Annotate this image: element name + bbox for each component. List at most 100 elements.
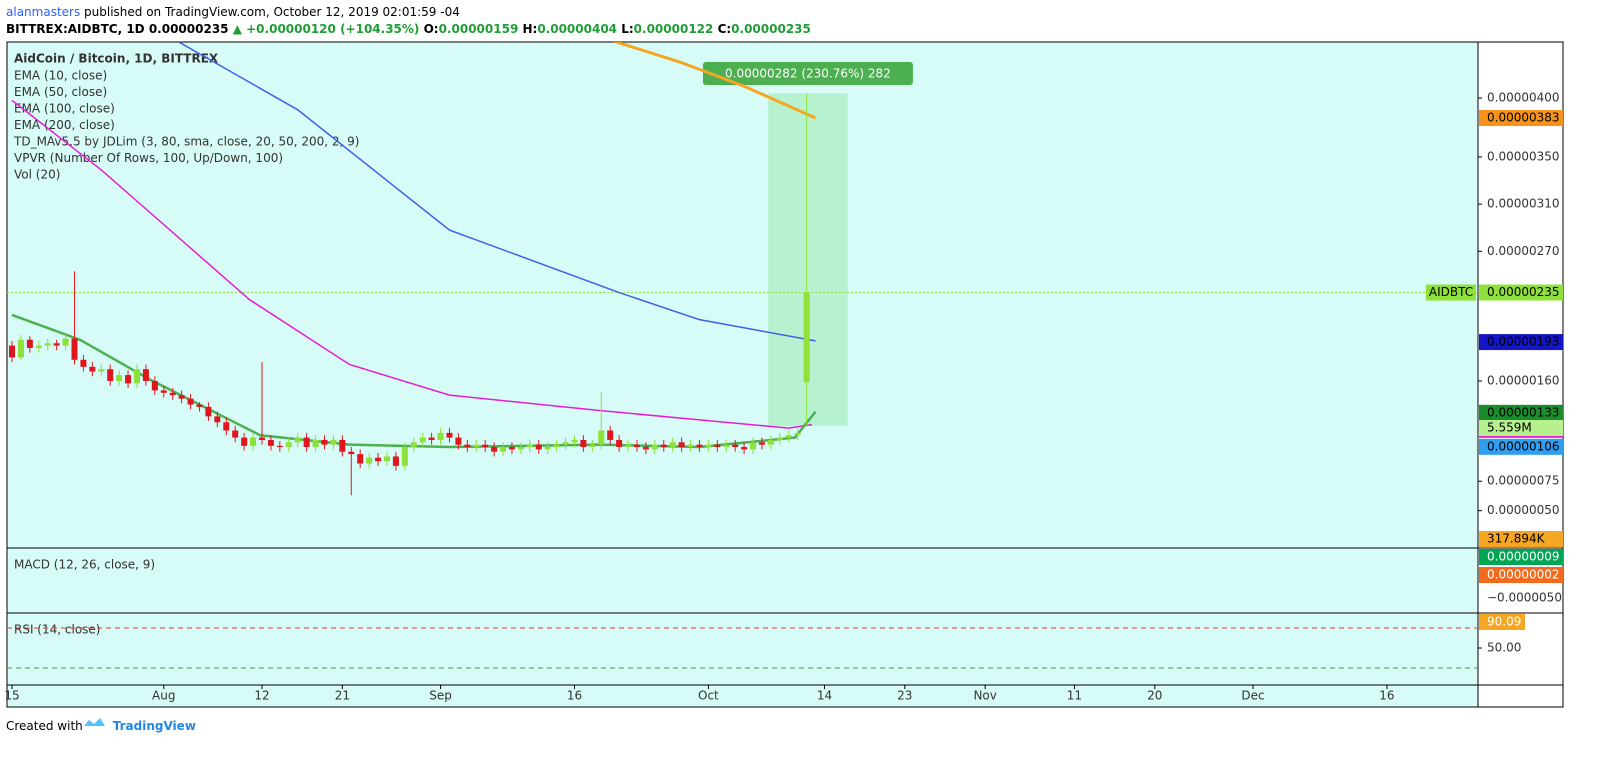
brand[interactable]: TradingView xyxy=(113,719,196,733)
candle-body xyxy=(482,444,489,448)
quote-part: 0.00000235 xyxy=(149,22,233,36)
candle-body xyxy=(89,366,96,372)
candle-body xyxy=(455,437,462,445)
volume-tag-label: 5.559M xyxy=(1487,421,1532,435)
candle-body xyxy=(669,442,676,448)
candle-body xyxy=(366,457,373,464)
y-tick-label: 0.00000160 xyxy=(1487,373,1560,387)
candle-body xyxy=(473,444,480,448)
indicator-label: EMA (50, close) xyxy=(14,85,107,99)
rsi-tag-label: 90.09 xyxy=(1487,615,1521,629)
candle-body xyxy=(794,432,801,436)
candle-body xyxy=(312,439,319,448)
quote-part: 0.00000159 xyxy=(439,22,523,36)
candle-body xyxy=(71,338,78,360)
candle-body xyxy=(723,444,730,448)
x-tick-label: 16 xyxy=(567,689,582,703)
price-tag xyxy=(1479,438,1563,455)
candle-body xyxy=(142,369,149,381)
macd-tag-label: 0.00000002 xyxy=(1487,568,1560,582)
candle-body xyxy=(169,392,176,396)
candle-body xyxy=(633,444,640,448)
candle-body xyxy=(598,430,605,445)
x-tick-label: 12 xyxy=(254,689,269,703)
x-tick-label: Dec xyxy=(1241,689,1264,703)
candle-body xyxy=(321,439,328,445)
quote-line: BITTREX:AIDBTC, 1D 0.00000235 ▲ +0.00000… xyxy=(6,22,811,36)
candle-body xyxy=(357,454,364,464)
indicator-label: VPVR (Number Of Rows, 100, Up/Down, 100) xyxy=(14,151,283,165)
measure-label: 0.00000282 (230.76%) 282 xyxy=(725,67,891,81)
x-tick-label: 16 xyxy=(1379,689,1394,703)
created: Created with xyxy=(6,719,83,733)
candle-body xyxy=(526,444,533,448)
candle-body xyxy=(98,369,105,372)
quote-part: 0.00000235 xyxy=(731,22,811,36)
measure-label-box xyxy=(702,62,913,85)
author[interactable]: alanmasters xyxy=(6,5,80,19)
candle-body xyxy=(660,444,667,448)
candle-body xyxy=(714,444,721,448)
candle-body xyxy=(589,444,596,448)
candle-body xyxy=(446,432,453,438)
plot-background xyxy=(7,42,1478,707)
x-tick-label: 11 xyxy=(1067,689,1082,703)
candle-body xyxy=(750,442,757,450)
candle-body xyxy=(571,439,578,443)
candle-body xyxy=(687,444,694,448)
macd-tag xyxy=(1479,567,1563,583)
candle-body xyxy=(616,439,623,448)
candle-body xyxy=(35,345,42,348)
candle-body xyxy=(625,444,632,448)
candle-body xyxy=(151,380,158,391)
macd-title: MACD (12, 26, close, 9) xyxy=(14,558,155,572)
candle-body xyxy=(410,442,417,448)
frame xyxy=(6,41,1564,708)
candle-body xyxy=(232,430,239,438)
symbol-tag xyxy=(1426,284,1476,301)
candle-body xyxy=(741,447,748,450)
candle-body xyxy=(160,390,167,393)
candle-body xyxy=(250,437,257,446)
candle-body xyxy=(44,343,51,346)
price-tag-label: 0.00000133 xyxy=(1487,405,1560,419)
candle-body xyxy=(428,437,435,440)
price-tag xyxy=(1479,334,1563,351)
chart: AidCoin / Bitcoin, 1D, BITTREX EMA (10, c… xyxy=(4,42,1563,703)
ema-line xyxy=(614,42,817,120)
quote-part: 0.00000404 xyxy=(537,22,621,36)
x-tick-label: Nov xyxy=(973,689,996,703)
rsi-title: RSI (14, close) xyxy=(14,623,100,637)
x-tick-label: Oct xyxy=(698,689,719,703)
quote-part: ▲ +0.00000120 (+104.35%) xyxy=(233,22,424,36)
quote-part: BITTREX:AIDBTC, 1D xyxy=(6,22,149,36)
x-tick-label: 21 xyxy=(335,689,350,703)
candle-body xyxy=(535,444,542,450)
x-tick-label: 20 xyxy=(1147,689,1162,703)
candle-body xyxy=(348,451,355,455)
price-tag xyxy=(1479,404,1563,421)
candle-body xyxy=(607,430,614,440)
x-tick-label: 23 xyxy=(897,689,912,703)
y-tick-label: 0.00000350 xyxy=(1487,149,1560,163)
price-tag xyxy=(1479,110,1563,127)
candle-body xyxy=(339,439,346,452)
candle-body xyxy=(767,439,774,445)
x-tick-label: Sep xyxy=(429,689,452,703)
candle-body xyxy=(107,369,114,381)
candle-body xyxy=(116,375,123,381)
quote-part: C: xyxy=(718,22,732,36)
volume-tag-label: 317.894K xyxy=(1487,532,1546,546)
price-tag-label: 0.00000193 xyxy=(1487,335,1560,349)
candle-body xyxy=(732,444,739,448)
quote-part: L: xyxy=(621,22,633,36)
rsi-tick-label: 50.00 xyxy=(1487,641,1521,655)
candle-body xyxy=(258,437,265,440)
ema-line xyxy=(11,99,813,429)
chart-title: AidCoin / Bitcoin, 1D, BITTREX xyxy=(14,52,219,66)
candle-body xyxy=(303,437,310,448)
candle-body xyxy=(133,369,140,384)
y-tick-label: 0.00000050 xyxy=(1487,503,1560,517)
ema-line xyxy=(11,313,817,449)
